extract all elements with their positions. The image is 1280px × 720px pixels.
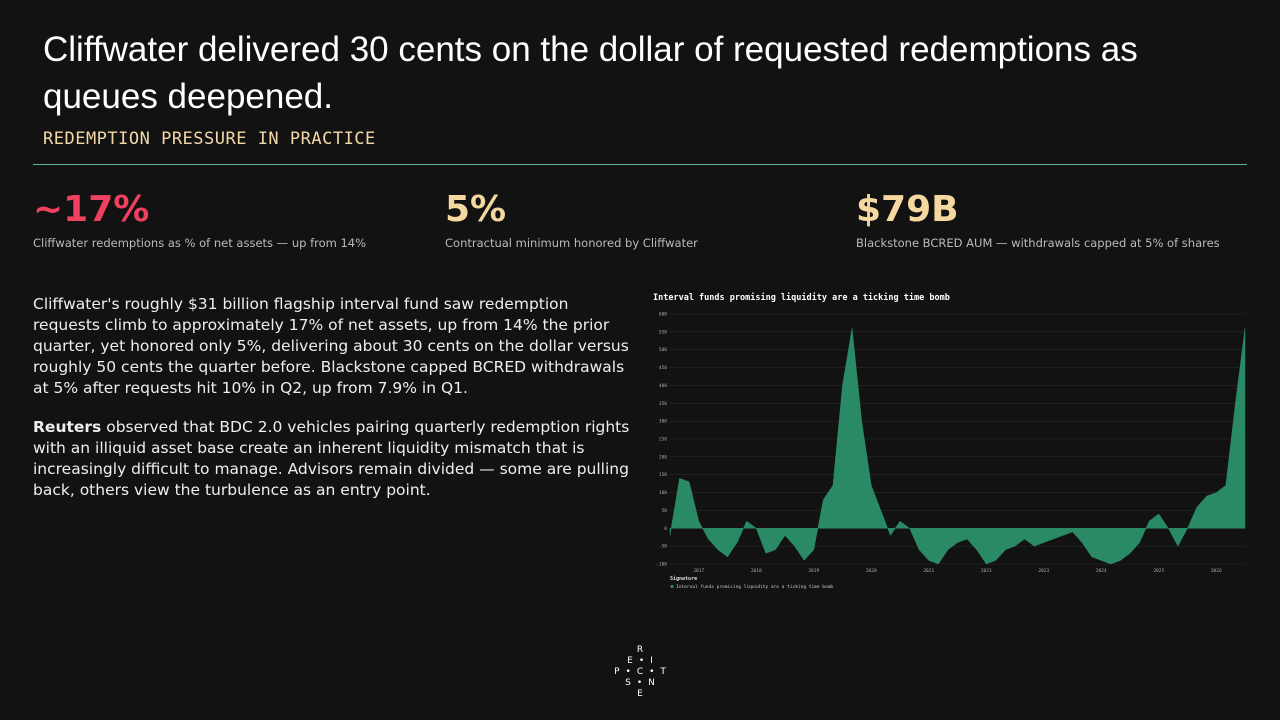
chart-title: Interval funds promising liquidity are a… bbox=[653, 292, 950, 303]
logo-row: P • C • T bbox=[600, 667, 680, 678]
y-tick-label: 450 bbox=[659, 365, 667, 371]
stat: 5% Contractual minimum honored by Cliffwa… bbox=[445, 188, 845, 250]
y-tick-label: 0 bbox=[664, 526, 667, 532]
logo-letter: S bbox=[625, 678, 631, 688]
divider bbox=[33, 164, 1247, 165]
y-tick-label: 300 bbox=[659, 419, 667, 425]
x-tick-label: 2018 bbox=[751, 568, 762, 574]
stat-value: $79B bbox=[856, 189, 959, 230]
x-tick-label: 2025 bbox=[1153, 568, 1164, 574]
stat-caption: Cliffwater redemptions as % of net asset… bbox=[33, 236, 367, 250]
x-tick-label: 2019 bbox=[808, 568, 819, 574]
x-tick-label: 2020 bbox=[866, 568, 877, 574]
stat-value: ~17% bbox=[33, 189, 150, 230]
slide-subtitle: REDEMPTION PRESSURE IN PRACTICE bbox=[43, 129, 376, 149]
logo-dot: • bbox=[638, 656, 645, 666]
logo-letter: R bbox=[636, 645, 644, 655]
y-tick-label: -50 bbox=[659, 544, 667, 550]
logo-letter: P bbox=[614, 667, 620, 677]
y-tick-label: 100 bbox=[659, 490, 667, 496]
stat: $79B Blackstone BCRED AUM — withdrawals c… bbox=[856, 188, 1256, 250]
chart: Interval funds promising liquidity are a… bbox=[653, 292, 1246, 590]
logo-dot: • bbox=[636, 678, 643, 688]
logo-row: E bbox=[600, 689, 680, 700]
logo-row: E • I bbox=[600, 656, 680, 667]
logo-letter: N bbox=[648, 678, 655, 688]
y-tick-label: 550 bbox=[659, 329, 667, 335]
y-tick-label: 200 bbox=[659, 454, 667, 460]
area bbox=[669, 328, 1246, 565]
legend-label: Interval funds promising liquidity are a… bbox=[676, 584, 833, 590]
paragraph-text: observed that BDC 2.0 vehicles pairing q… bbox=[33, 418, 630, 499]
y-tick-label: 400 bbox=[659, 383, 667, 389]
y-tick-label: 50 bbox=[662, 508, 668, 514]
x-tick-label: 2026 bbox=[1211, 568, 1222, 574]
legend-title: Signature bbox=[670, 576, 697, 582]
logo-letter: C bbox=[636, 667, 644, 677]
logo-letter: E bbox=[627, 656, 633, 666]
y-tick-label: 500 bbox=[659, 347, 667, 353]
stat: ~17% Cliffwater redemptions as % of net a… bbox=[33, 188, 433, 250]
logo-letter: I bbox=[650, 656, 653, 666]
x-tick-label: 2021 bbox=[923, 568, 934, 574]
x-tick-label: 2023 bbox=[1038, 568, 1049, 574]
slide-title: Cliffwater delivered 30 cents on the dol… bbox=[43, 30, 1138, 116]
logo: R E • I P • C • T S • N E bbox=[600, 645, 680, 700]
x-tick-label: 2021 bbox=[981, 568, 992, 574]
logo-letter: T bbox=[660, 667, 666, 677]
paragraph: Cliffwater's roughly $31 billion flagshi… bbox=[33, 295, 629, 397]
stat-caption: Contractual minimum honored by Cliffwate… bbox=[445, 236, 698, 250]
y-tick-label: 250 bbox=[659, 437, 667, 443]
y-tick-label: 600 bbox=[659, 312, 667, 318]
bold-source: Reuters bbox=[33, 418, 102, 436]
x-tick-label: 2024 bbox=[1096, 568, 1107, 574]
stat-value: 5% bbox=[445, 189, 507, 230]
logo-row: R bbox=[600, 645, 680, 656]
logo-dot: • bbox=[625, 667, 631, 677]
y-tick-label: 350 bbox=[659, 401, 667, 407]
logo-row: S • N bbox=[600, 678, 680, 689]
logo-letter: E bbox=[637, 689, 643, 699]
y-tick-label: 150 bbox=[659, 472, 667, 478]
logo-dot: • bbox=[649, 667, 655, 677]
paragraph: Reuters observed that BDC 2.0 vehicles p… bbox=[33, 417, 633, 501]
y-tick-label: -100 bbox=[656, 562, 667, 568]
stat-caption: Blackstone BCRED AUM — withdrawals cappe… bbox=[856, 236, 1220, 250]
x-tick-label: 2017 bbox=[693, 568, 704, 574]
legend-swatch bbox=[670, 584, 674, 589]
